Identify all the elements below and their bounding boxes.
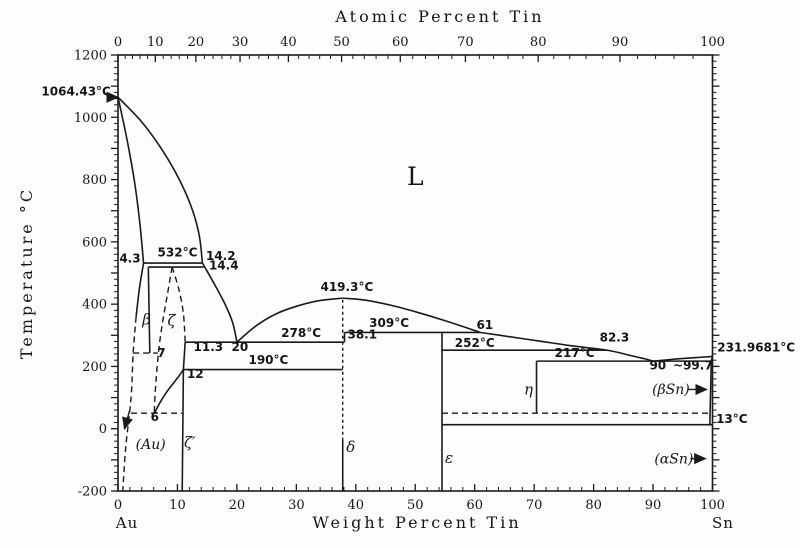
label-comp-11-3: 11.3	[194, 340, 224, 354]
label-temp-309: 309°C	[369, 316, 409, 330]
bottom-axis-tick-label: 40	[348, 498, 365, 513]
label-comp-4-3: 4.3	[119, 252, 140, 266]
left-axis-tick-label: 800	[82, 173, 107, 188]
label-comp-20: 20	[232, 340, 249, 354]
top-axis-tick-label: 0	[114, 35, 122, 50]
left-axis-tick-label: 0	[99, 422, 107, 437]
bottom-axis-tick-label: 60	[466, 498, 483, 513]
boundary-zetap-upper-boundary	[182, 342, 186, 370]
label-temp-278: 278°C	[281, 326, 321, 340]
label-region-liquid: L	[407, 162, 424, 191]
label-phase-beta-sn: (βSn)	[652, 382, 690, 398]
bottom-axis-tick-label: 20	[229, 498, 246, 513]
bottom-axis-tick-label: 0	[114, 498, 122, 513]
top-axis-tick-label: 100	[700, 35, 725, 50]
arrow-au-solvus	[122, 410, 133, 431]
boundary-liquidus-dome-left	[236, 297, 343, 343]
label-phase-au: (Au)	[136, 437, 166, 453]
label-comp-7: 7	[157, 346, 165, 360]
left-axis-tick-label: 1000	[74, 111, 107, 126]
label-comp-82-3: 82.3	[600, 331, 630, 345]
label-comp-12: 12	[187, 367, 204, 381]
top-axis-tick-label: 60	[392, 35, 409, 50]
top-axis-tick-label: 40	[280, 35, 297, 50]
label-phase-delta: δ	[346, 438, 355, 456]
left-axis-title: Temperature °C	[17, 187, 36, 359]
label-phase-epsilon: ε	[445, 449, 453, 467]
top-axis-tick-label: 20	[188, 35, 205, 50]
label-comp-6: 6	[151, 410, 159, 424]
bottom-axis-tick-label: 10	[169, 498, 186, 513]
au-end-label: Au	[115, 514, 139, 532]
left-axis-tick-label: -200	[78, 485, 107, 500]
bottom-axis-tick-label: 50	[407, 498, 424, 513]
label-comp-90: 90	[649, 359, 666, 373]
bottom-axis-tick-label: 100	[700, 498, 725, 513]
bottom-axis-title: Weight Percent Tin	[312, 513, 521, 532]
left-axis-tick-label: 400	[82, 298, 107, 313]
label-temp-217: 217°C	[555, 346, 595, 360]
label-temp-532: 532°C	[158, 245, 198, 259]
label-temp-190: 190°C	[248, 353, 288, 367]
boundary-beta-sn-solvus	[709, 356, 714, 425]
label-phase-zeta: ζ	[167, 311, 176, 329]
boundary-zeta-left-dashed	[153, 266, 173, 414]
boundary-au-liquidus	[117, 96, 204, 264]
label-comp-14-4: 14.4	[209, 258, 239, 272]
top-axis-tick-label: 70	[457, 35, 474, 50]
label-temp-13: 13°C	[716, 412, 748, 426]
boundary-liquidus-dome-right	[342, 297, 481, 334]
label-phase-zeta-prime: ζ′	[184, 433, 196, 451]
boundary-liquidus-217-to-sn	[652, 355, 713, 362]
boundary-liquidus-309-to-217	[480, 331, 654, 362]
bottom-axis-tick-label: 90	[645, 498, 662, 513]
plot-frame	[117, 54, 714, 492]
left-axis-tick-label: 1200	[74, 49, 107, 64]
top-axis-tick-label: 90	[612, 35, 629, 50]
boundary-liquidus-532-to-278	[201, 262, 238, 343]
label-phase-alpha-sn: (αSn)	[654, 452, 693, 468]
label-phase-beta: β	[141, 310, 151, 328]
bottom-axis-tick-label: 80	[585, 498, 602, 513]
bottom-axis-tick-label: 30	[288, 498, 305, 513]
boundary-beta-left-boundary	[147, 267, 151, 354]
top-axis-tick-label: 30	[232, 35, 249, 50]
left-axis-tick-label: 600	[82, 235, 107, 250]
label-temp-419-3: 419.3°C	[320, 280, 373, 294]
label-temp-252: 252°C	[455, 336, 495, 350]
top-axis-tick-label: 10	[147, 35, 164, 50]
label-comp-99-7: ~99.7	[673, 359, 713, 373]
boundary-au-solvus-solid	[135, 262, 145, 317]
label-temp-sn-melting: 231.9681°C	[717, 340, 795, 354]
label-comp-38-1: 38.1	[347, 328, 377, 342]
boundary-zeta-right-dashed	[171, 266, 186, 343]
left-axis-tick-label: 200	[82, 360, 107, 375]
label-comp-14-2: 14.2	[206, 249, 236, 263]
label-phase-eta: η	[524, 380, 533, 398]
boundary-zetap-vertical	[181, 369, 185, 492]
boundary-au-solvus-dashed	[122, 316, 137, 492]
label-comp-61: 61	[476, 318, 493, 332]
label-temp-au-melting: 1064.43°C	[41, 84, 111, 98]
boundary-zetap-left-curve	[153, 369, 185, 414]
sn-end-label: Sn	[712, 514, 734, 532]
top-axis-title: Atomic Percent Tin	[334, 7, 544, 26]
top-axis-tick-label: 80	[530, 35, 547, 50]
top-axis-tick-label: 50	[333, 35, 350, 50]
boundary-au-solidus	[117, 97, 145, 264]
bottom-axis-tick-label: 70	[526, 498, 543, 513]
